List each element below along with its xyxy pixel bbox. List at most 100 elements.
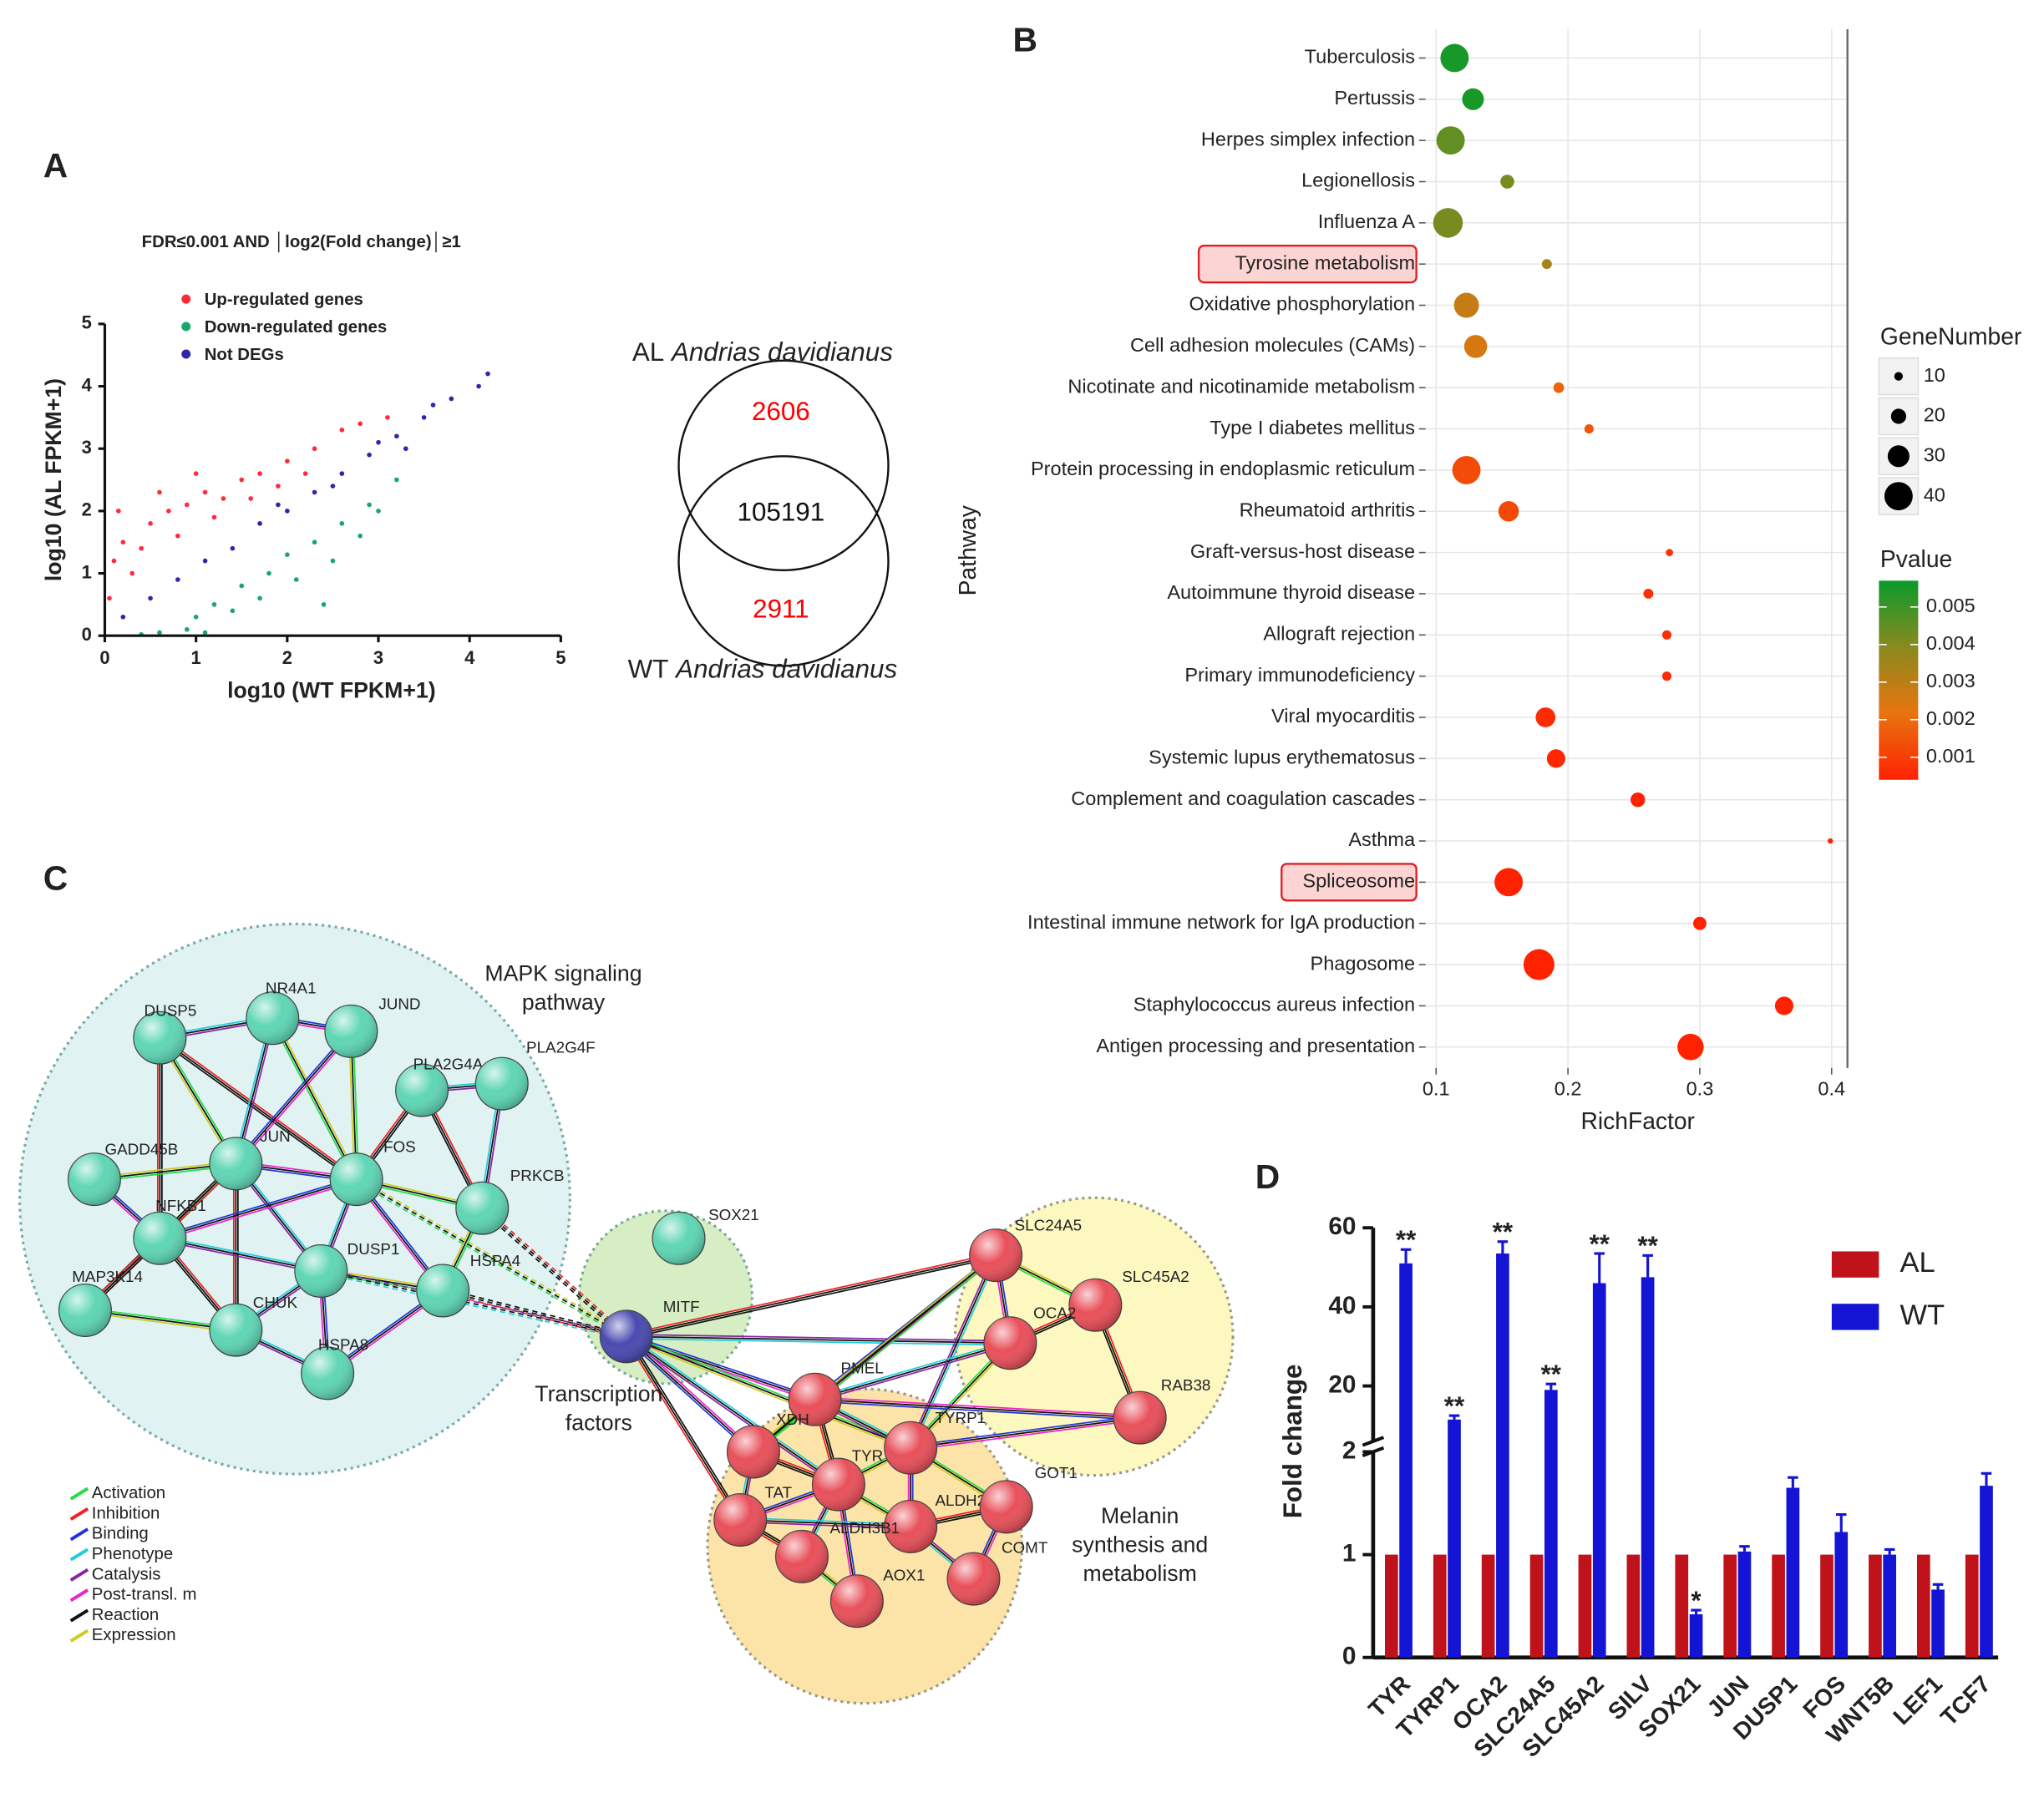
bubble: [1553, 382, 1565, 393]
node-label: PRKCB: [510, 1167, 565, 1184]
point: [166, 509, 171, 514]
point: [257, 595, 262, 601]
node-shine: [980, 1480, 1033, 1533]
x-tick-label: LEF1: [1888, 1670, 1947, 1730]
legend-line: [69, 1568, 89, 1582]
bubble: [1463, 335, 1488, 358]
edge: [626, 1335, 754, 1453]
node-label: COMT: [1002, 1538, 1048, 1556]
node-shine: [713, 1493, 767, 1547]
node-shine: [830, 1574, 884, 1628]
bubble: [1774, 996, 1794, 1015]
x-tick-label: 2: [282, 647, 292, 668]
legend-label: 40: [1924, 484, 1945, 505]
group-caption: synthesis and: [1072, 1532, 1208, 1557]
edge: [751, 1253, 996, 1451]
venn-circle: [677, 455, 890, 667]
node-shine: [775, 1530, 829, 1583]
point: [403, 446, 408, 452]
node-shine: [947, 1552, 1000, 1605]
point: [107, 595, 112, 601]
edge: [443, 1288, 627, 1335]
node-shine: [330, 1152, 383, 1206]
edge: [160, 1237, 322, 1272]
node-label: TYR: [852, 1447, 884, 1465]
point: [202, 489, 208, 495]
point: [157, 489, 162, 495]
bar: [1675, 1554, 1689, 1658]
panel-label: D: [1255, 1157, 1280, 1196]
significance: *: [1691, 1586, 1702, 1615]
colorbar-label: 0.004: [1926, 632, 1976, 654]
edge: [270, 1019, 356, 1181]
category-label: Influenza A: [1318, 210, 1416, 232]
category-label: Protein processing in endoplasmic reticu…: [1031, 458, 1415, 479]
point: [184, 502, 190, 508]
node-label: TYRP1: [935, 1409, 986, 1426]
group-caption: factors: [566, 1411, 632, 1436]
edge: [354, 1180, 626, 1340]
edge: [320, 1272, 626, 1340]
bubble: [1436, 126, 1465, 155]
node-shine: [294, 1244, 347, 1298]
bar: [1931, 1589, 1945, 1658]
y-tick-label: 1: [82, 561, 92, 582]
point: [157, 630, 162, 636]
legend-label: Catalysis: [92, 1565, 161, 1583]
edge: [753, 1256, 998, 1455]
venn-circle: [677, 359, 890, 571]
legend-line: [69, 1608, 89, 1623]
edge: [740, 1519, 911, 1527]
node-shine: [133, 1212, 186, 1265]
point: [239, 477, 245, 483]
legend-line: [69, 1487, 89, 1501]
node-label: MAP3K14: [72, 1268, 143, 1285]
legend-line: [69, 1588, 89, 1603]
node-label: HSPA4: [470, 1252, 520, 1269]
legend-size: [1894, 372, 1904, 381]
edge: [160, 1180, 358, 1241]
point: [394, 433, 399, 439]
edge: [160, 1235, 322, 1270]
point: [394, 477, 399, 483]
colorbar-label: 0.003: [1926, 670, 1976, 691]
legend-label: Phenotype: [92, 1545, 173, 1563]
bar: [1384, 1554, 1398, 1658]
edge: [160, 1178, 357, 1239]
edge: [158, 1039, 356, 1182]
point: [339, 520, 345, 526]
point: [230, 545, 236, 551]
node-shine: [969, 1228, 1022, 1282]
bubble: [1452, 455, 1481, 484]
bar: [1592, 1283, 1606, 1658]
bubble: [1535, 707, 1556, 727]
edge: [235, 1031, 353, 1164]
point: [339, 427, 345, 433]
node-shine: [416, 1264, 469, 1317]
point: [193, 471, 199, 476]
edge: [626, 1335, 911, 1449]
point: [184, 626, 190, 632]
bar: [1772, 1554, 1785, 1658]
x-tick-label: 0.4: [1818, 1078, 1845, 1100]
point: [276, 502, 281, 508]
edge: [356, 1178, 627, 1338]
x-tick-label: 5: [555, 647, 566, 668]
colorbar-title: Pvalue: [1880, 545, 1952, 572]
bar: [1980, 1486, 1993, 1658]
legend-line: [69, 1547, 89, 1562]
node-shine: [789, 1373, 842, 1426]
venn-set-label: AL Andrias davidianus: [632, 337, 893, 367]
legend-label: 30: [1924, 444, 1945, 466]
node-label: OCA2: [1033, 1304, 1076, 1322]
category-label: Intestinal immune network for IgA produc…: [1027, 911, 1415, 933]
set-prefix: WT: [628, 655, 669, 684]
legend-marker: [181, 349, 191, 359]
legend-swatch: [1831, 1304, 1879, 1330]
edge: [273, 1016, 359, 1179]
point: [202, 558, 208, 564]
category-label: Systemic lupus erythematosus: [1149, 747, 1415, 768]
category-label: Phagosome: [1311, 952, 1416, 974]
point: [211, 514, 217, 520]
